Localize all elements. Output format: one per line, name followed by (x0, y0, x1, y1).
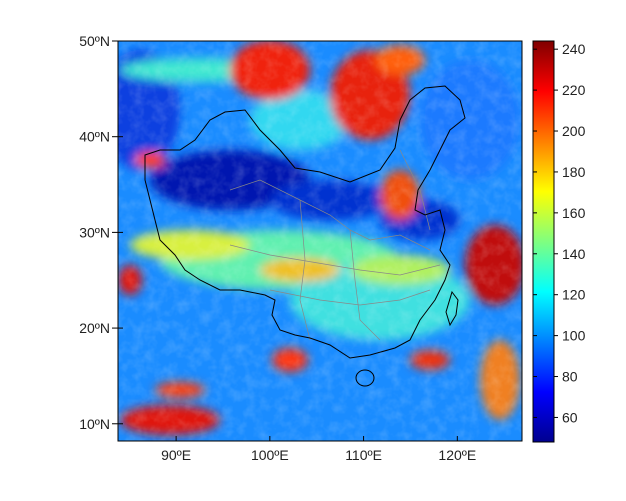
y-axis: 10ºN 20ºN 30ºN 40ºN 50ºN (79, 33, 123, 432)
china-boundary (144, 85, 466, 387)
colorbar (532, 40, 555, 443)
colorbar-tick-label: 240 (562, 41, 586, 57)
taiwan-outline (445, 290, 459, 327)
colorbar-tick-label: 220 (562, 82, 586, 98)
x-tick-label: 100ºE (251, 447, 289, 463)
colorbar-tick-label: 200 (562, 123, 586, 139)
y-tick-label: 30ºN (79, 224, 110, 240)
y-tick-label: 10ºN (79, 416, 110, 432)
colorbar-tick-label: 100 (562, 328, 586, 344)
y-tick-label: 20ºN (79, 320, 110, 336)
x-tick-label: 110ºE (345, 447, 382, 463)
province-boundaries (229, 149, 441, 341)
hainan-outline (355, 369, 375, 387)
y-tick-label: 50ºN (79, 33, 110, 49)
colorbar-tick-label: 180 (562, 164, 586, 180)
map-frame (117, 40, 523, 442)
colorbar-tick-label: 140 (562, 246, 586, 262)
y-tick-label: 40ºN (79, 129, 110, 145)
satellite-image (118, 41, 522, 441)
x-tick-label: 120ºE (438, 447, 476, 463)
x-axis: 90ºE 100ºE 110ºE 120ºE (161, 436, 476, 463)
colorbar-axis: 60 80 100 120 140 160 180 200 220 240 (533, 41, 586, 425)
colorbar-tick-label: 120 (562, 287, 586, 303)
colorbar-tick-label: 160 (562, 205, 586, 221)
colorbar-tick-label: 80 (562, 369, 578, 385)
colorbar-tick-label: 60 (562, 409, 578, 425)
x-tick-label: 90ºE (161, 447, 191, 463)
